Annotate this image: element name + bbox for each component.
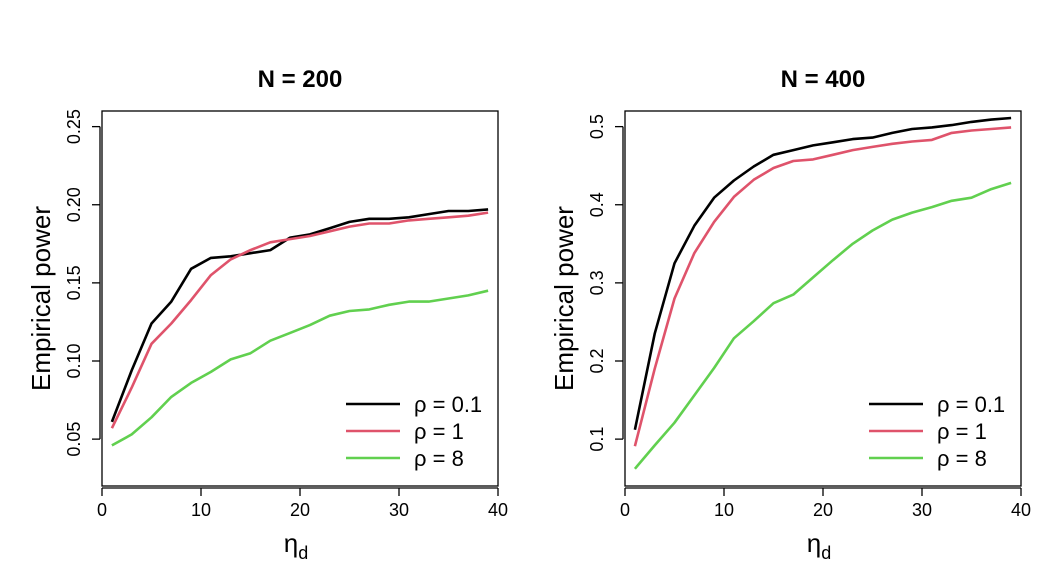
- x-axis-label: ηd: [807, 528, 831, 563]
- series-line-3: [633, 181, 1012, 470]
- legend-label: ρ = 8: [937, 446, 987, 471]
- y-tick-label: 0.5: [587, 114, 607, 139]
- x-tick-label: 10: [191, 500, 211, 520]
- x-tick-label: 20: [290, 500, 310, 520]
- plot-frame: [624, 110, 1022, 487]
- legend-label: ρ = 0.1: [414, 392, 482, 417]
- y-tick-label: 0.25: [64, 109, 84, 144]
- legend-label: ρ = 1: [414, 419, 464, 444]
- legend-label: ρ = 0.1: [937, 392, 1005, 417]
- x-axis-label: ηd: [284, 528, 308, 563]
- y-tick-label: 0.20: [64, 187, 84, 222]
- chart-panel-1: N = 200 0 10 20 30 40 0.05 0.10 0.15 0.20 0.25 Empi…: [26, 66, 508, 563]
- x-tick-label: 10: [714, 500, 734, 520]
- y-tick-label: 0.10: [64, 343, 84, 378]
- y-tick-label: 0.2: [587, 348, 607, 373]
- y-axis-label: Empirical power: [26, 206, 56, 391]
- x-tick-label: 40: [488, 500, 508, 520]
- y-tick-label: 0.3: [587, 270, 607, 295]
- series-line-3: [111, 289, 489, 447]
- y-tick-label: 0.15: [64, 265, 84, 300]
- x-tick-label: 20: [813, 500, 833, 520]
- series-line-2: [633, 126, 1012, 447]
- y-tick-label: 0.05: [64, 422, 84, 457]
- x-axis-label-subscript: d: [821, 543, 831, 563]
- x-tick-label: 30: [389, 500, 409, 520]
- chart-title: N = 400: [781, 66, 866, 93]
- chart-panel-2: N = 400 0 10 20 30 40 0.1 0.2 0.3 0.4 0.5 Empirical…: [549, 66, 1031, 563]
- y-tick-label: 0.4: [587, 192, 607, 217]
- x-axis-label-symbol: η: [284, 528, 298, 558]
- x-tick-label: 40: [1011, 500, 1031, 520]
- x-axis-label-subscript: d: [298, 543, 308, 563]
- y-axis-label: Empirical power: [549, 206, 579, 391]
- series-line-2: [110, 211, 489, 429]
- x-axis-label-symbol: η: [807, 528, 821, 558]
- legend-label: ρ = 8: [414, 446, 464, 471]
- chart-title: N = 200: [258, 66, 343, 93]
- series-line-1: [633, 116, 1012, 431]
- plot-frame: [101, 110, 499, 487]
- x-tick-label: 0: [97, 500, 107, 520]
- x-tick-label: 0: [620, 500, 630, 520]
- y-tick-label: 0.1: [587, 427, 607, 452]
- legend-label: ρ = 1: [937, 419, 987, 444]
- x-tick-label: 30: [912, 500, 932, 520]
- series-line-1: [110, 208, 489, 423]
